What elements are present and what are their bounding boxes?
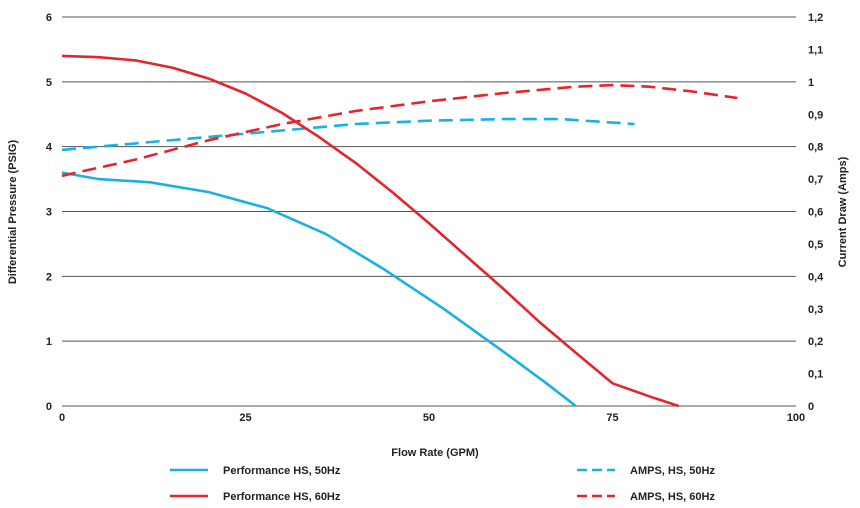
legend-label: AMPS, HS, 50Hz (630, 465, 715, 477)
legend: Performance HS, 50Hz AMPS, HS, 50Hz Perfor… (170, 465, 715, 503)
x-axis-title: Flow Rate (GPM) (391, 447, 479, 459)
series-lines (61, 54, 738, 408)
y2-tick-labels: 0 0,1 0,2 0,3 0,4 0,5 0,6 0,7 0,8 0,9 1 1,1 1,2 (808, 12, 824, 413)
y-tick-label: 1 (46, 336, 52, 348)
x-tick-labels: 0 25 50 75 100 (59, 412, 805, 424)
x-tick-label: 100 (787, 412, 805, 424)
y2-axis-title: Current Draw (Amps) (837, 156, 849, 267)
y2-tick-label: 0,3 (808, 304, 823, 316)
x-tick-label: 0 (59, 412, 65, 424)
y2-tick-label: 0,8 (808, 142, 823, 154)
y-tick-labels: 0 1 2 3 4 5 6 (46, 12, 53, 413)
y2-tick-label: 1,1 (808, 44, 823, 56)
y2-tick-label: 1,2 (808, 12, 823, 24)
x-tick-label: 75 (606, 412, 618, 424)
x-tick-label: 25 (239, 412, 251, 424)
y-axis-title: Differential Pressure (PSIG) (7, 140, 19, 285)
series-line-2 (61, 54, 680, 408)
y2-tick-label: 0,6 (808, 207, 823, 219)
series-line-3 (61, 83, 738, 178)
y-tick-label: 2 (46, 271, 52, 283)
y-tick-label: 6 (46, 12, 52, 24)
x-tick-label: 50 (423, 412, 435, 424)
y-tick-label: 3 (46, 207, 52, 219)
y2-tick-label: 0,1 (808, 369, 823, 381)
legend-label: Performance HS, 60Hz (223, 491, 341, 503)
y2-tick-label: 0,5 (808, 239, 823, 251)
y-tick-label: 4 (46, 142, 53, 154)
y-tick-label: 5 (46, 77, 52, 89)
y2-tick-label: 0,9 (808, 109, 823, 121)
grid-lines (62, 16, 796, 407)
y-tick-label: 0 (46, 401, 52, 413)
y2-tick-label: 0,2 (808, 336, 823, 348)
legend-label: Performance HS, 50Hz (223, 465, 341, 477)
series-line-0 (61, 171, 577, 408)
y2-tick-label: 0,4 (808, 271, 824, 283)
legend-label: AMPS, HS, 60Hz (630, 491, 715, 503)
series-line-1 (61, 117, 635, 152)
y2-tick-label: 0,7 (808, 174, 823, 186)
y2-tick-label: 1 (808, 77, 814, 89)
y2-tick-label: 0 (808, 401, 814, 413)
